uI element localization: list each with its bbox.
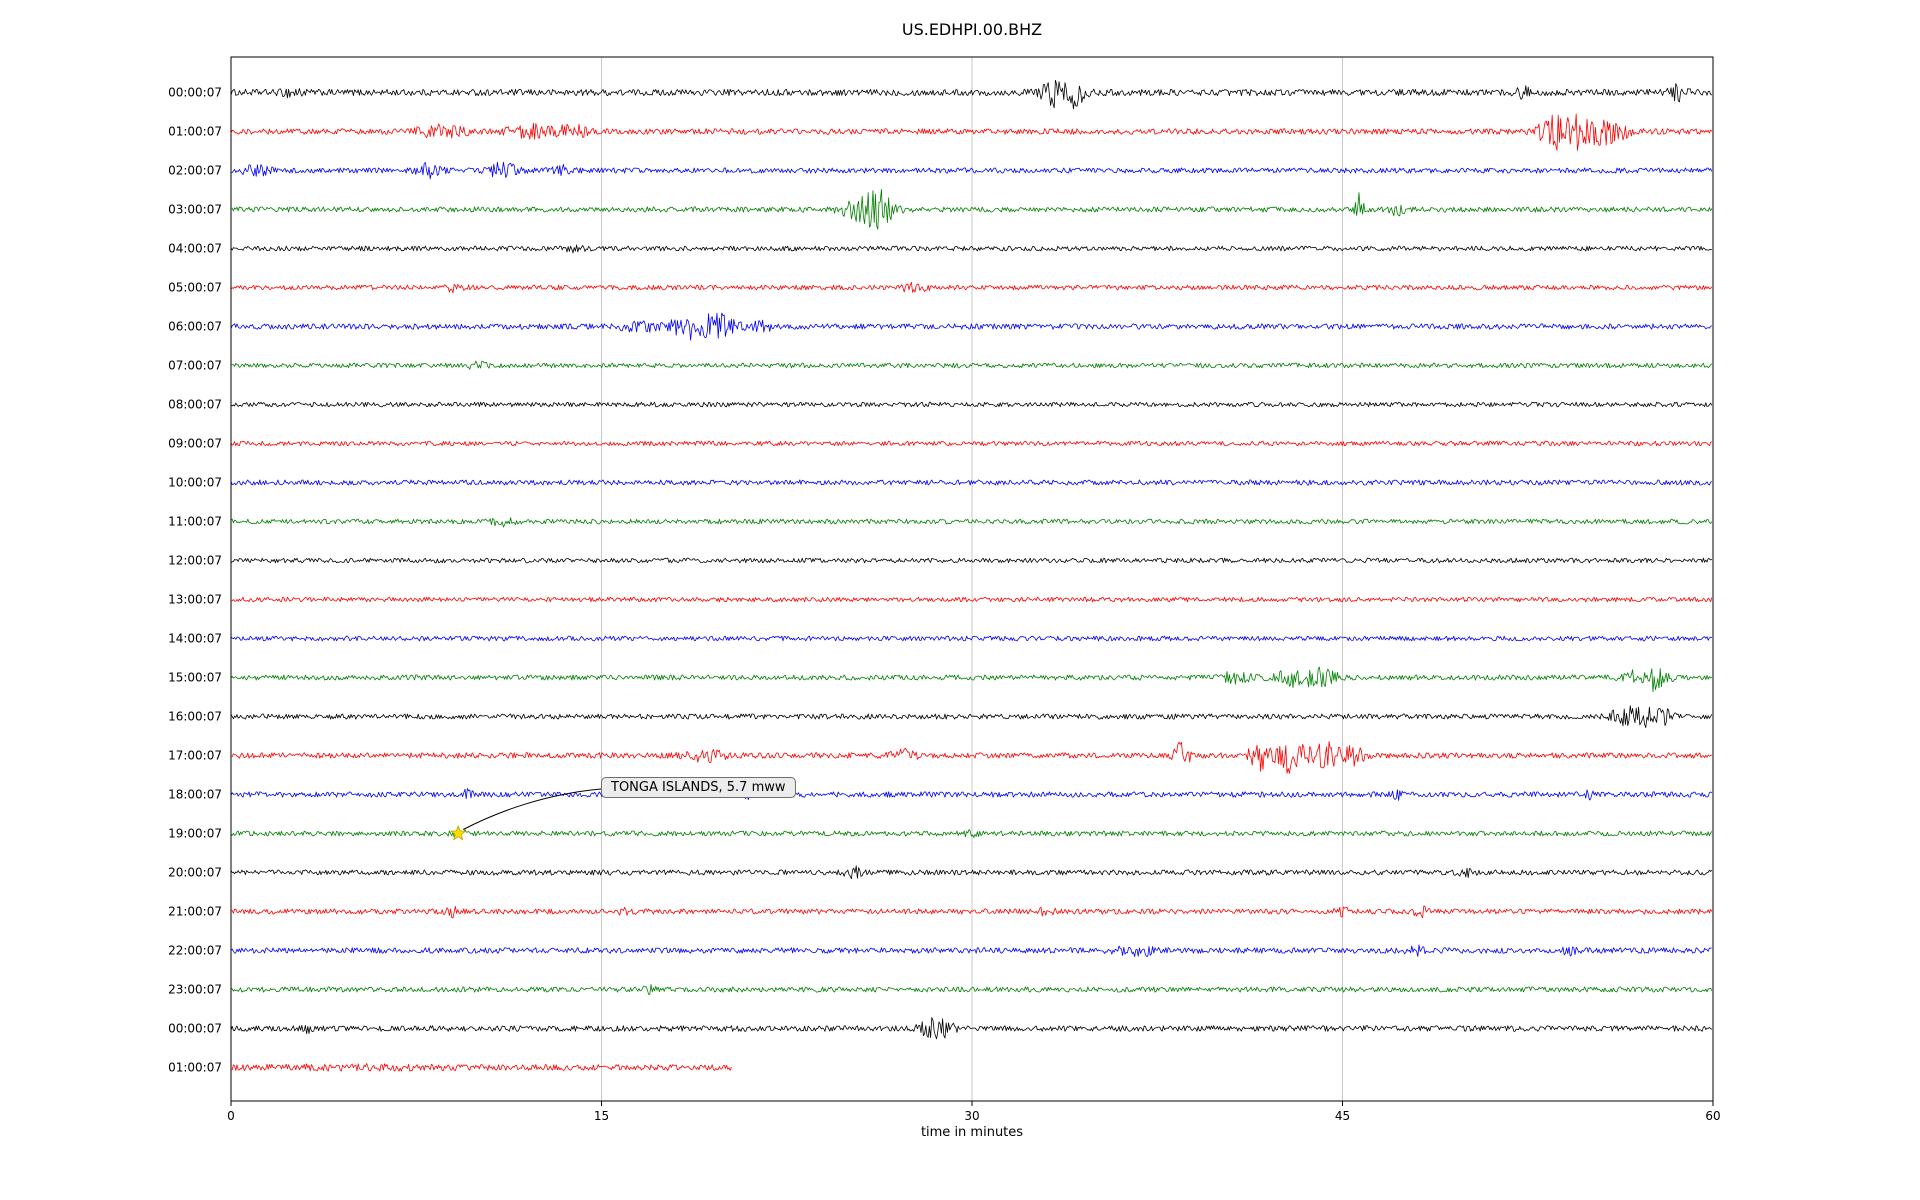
seismo-trace xyxy=(230,79,1713,110)
seismo-trace xyxy=(230,984,1713,995)
seismo-trace xyxy=(230,596,1713,603)
y-axis-label: 16:00:07 xyxy=(168,710,222,724)
x-tick-label: 0 xyxy=(227,1109,235,1123)
y-axis-label: 00:00:07 xyxy=(168,86,222,100)
y-axis-label: 03:00:07 xyxy=(168,203,222,217)
seismo-trace xyxy=(230,312,1712,341)
y-axis-label: 17:00:07 xyxy=(168,749,222,763)
y-axis-label: 11:00:07 xyxy=(168,515,222,529)
x-tick-label: 15 xyxy=(594,1109,609,1123)
seismo-trace xyxy=(230,161,1713,180)
seismo-trace xyxy=(230,705,1713,728)
seismo-trace xyxy=(230,517,1713,528)
seismo-trace xyxy=(230,188,1713,230)
y-axis-label: 10:00:07 xyxy=(168,476,222,490)
seismo-trace xyxy=(230,829,1713,838)
y-axis-label: 19:00:07 xyxy=(168,827,222,841)
y-axis-label: 20:00:07 xyxy=(168,866,222,880)
y-axis-label: 08:00:07 xyxy=(168,398,222,412)
seismo-trace xyxy=(230,905,1713,919)
seismo-trace xyxy=(230,281,1713,294)
x-tick-label: 30 xyxy=(964,1109,979,1123)
event-annotation-box: TONGA ISLANDS, 5.7 mww xyxy=(601,777,796,798)
seismo-trace xyxy=(230,557,1713,564)
x-axis-label: time in minutes xyxy=(920,1125,1024,1140)
y-axis-label: 07:00:07 xyxy=(168,359,222,373)
y-axis-label: 05:00:07 xyxy=(168,281,222,295)
seismo-trace xyxy=(230,440,1712,447)
y-axis-label: 09:00:07 xyxy=(168,437,222,451)
y-axis-label: 12:00:07 xyxy=(168,554,222,568)
y-axis-label: 13:00:07 xyxy=(168,593,222,607)
seismo-trace xyxy=(230,244,1712,254)
seismo-trace xyxy=(230,479,1713,486)
seismo-trace xyxy=(230,113,1713,151)
seismo-trace xyxy=(230,788,1713,801)
seismo-trace xyxy=(230,360,1713,370)
x-tick-label: 60 xyxy=(1705,1109,1720,1123)
seismo-trace xyxy=(230,666,1713,693)
y-axis-label: 01:00:07 xyxy=(168,1061,222,1075)
seismo-trace xyxy=(230,635,1713,642)
y-axis-label: 01:00:07 xyxy=(168,125,222,139)
y-axis-label: 06:00:07 xyxy=(168,320,222,334)
y-axis-label: 04:00:07 xyxy=(168,242,222,256)
seismo-trace xyxy=(230,865,1713,880)
y-axis-label: 21:00:07 xyxy=(168,905,222,919)
y-axis-label: 23:00:07 xyxy=(168,983,222,997)
seismo-trace xyxy=(230,741,1713,774)
seismo-trace xyxy=(230,401,1713,408)
x-tick-label: 45 xyxy=(1335,1109,1350,1123)
y-axis-label: 00:00:07 xyxy=(168,1022,222,1036)
seismo-trace xyxy=(230,944,1712,957)
seismo-trace xyxy=(230,1063,732,1072)
y-axis-label: 02:00:07 xyxy=(168,164,222,178)
y-axis-label: 15:00:07 xyxy=(168,671,222,685)
y-axis-label: 18:00:07 xyxy=(168,788,222,802)
seismo-trace xyxy=(230,1017,1713,1040)
chart-title: US.EDHPI.00.BHZ xyxy=(901,20,1043,39)
y-axis-label: 14:00:07 xyxy=(168,632,222,646)
y-axis-label: 22:00:07 xyxy=(168,944,222,958)
event-star-marker xyxy=(450,824,467,841)
annotation-arrow xyxy=(463,788,602,830)
